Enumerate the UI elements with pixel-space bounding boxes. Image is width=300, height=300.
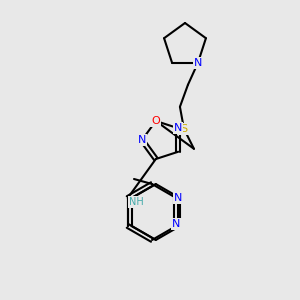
Text: NH: NH bbox=[129, 197, 144, 207]
Text: S: S bbox=[180, 124, 188, 134]
Text: N: N bbox=[172, 219, 180, 229]
Text: N: N bbox=[174, 193, 182, 203]
Text: O: O bbox=[152, 116, 160, 126]
Text: N: N bbox=[174, 123, 182, 133]
Text: N: N bbox=[194, 58, 202, 68]
Text: N: N bbox=[138, 135, 146, 145]
